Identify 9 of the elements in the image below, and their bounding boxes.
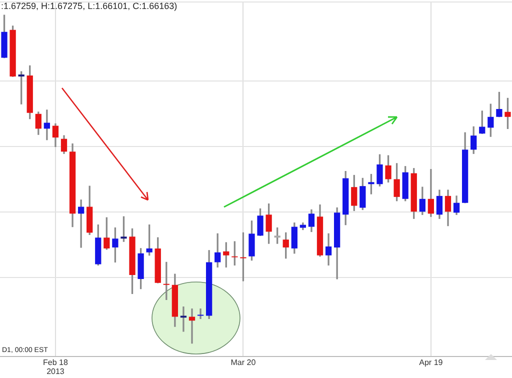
candlestick [188,308,196,344]
x-tick-label: Mar 20 [230,358,256,368]
x-tick-label: Apr 19 [419,358,444,368]
candlestick [180,306,187,332]
candlestick [44,110,50,140]
candlestick [78,200,84,248]
candlestick [197,308,204,319]
x-tick-label: Feb 18 2013 [43,358,68,376]
text: :1.67259, H:1.67275, L:1.66101, C:1.66163) [1,0,178,11]
